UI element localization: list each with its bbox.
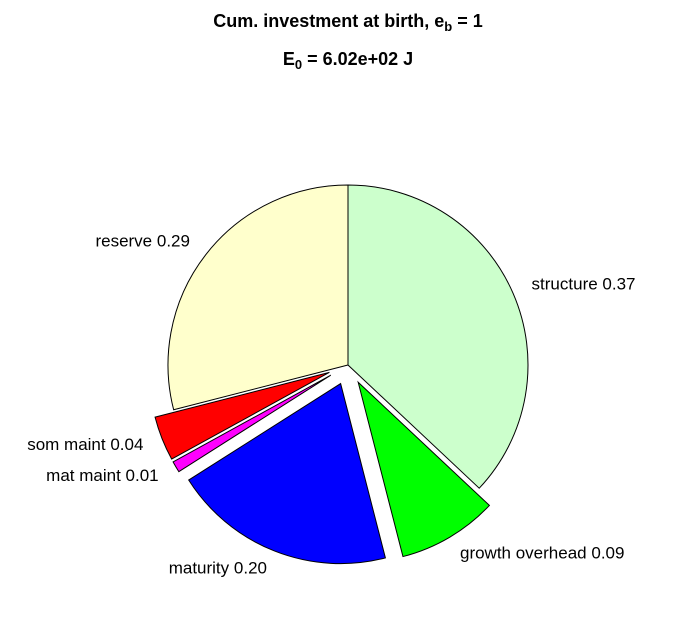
slice-label: reserve 0.29 bbox=[95, 232, 190, 251]
slice-name: mat maint bbox=[46, 466, 121, 485]
pie-slice bbox=[187, 382, 387, 565]
pie-slice bbox=[357, 380, 491, 558]
slice-label: mat maint 0.01 bbox=[46, 466, 158, 485]
title-text: = 1 bbox=[452, 11, 483, 31]
title-text: = 6.02e+02 J bbox=[302, 49, 413, 69]
pie-slice bbox=[172, 374, 332, 473]
subscript: 0 bbox=[295, 57, 302, 72]
slice-name: som maint bbox=[27, 435, 106, 454]
slice-label: som maint 0.04 bbox=[27, 435, 143, 454]
slice-value: 0.20 bbox=[234, 559, 267, 578]
slice-name: maturity bbox=[169, 559, 230, 578]
slice-label: structure 0.37 bbox=[532, 275, 636, 294]
slice-value: 0.04 bbox=[110, 435, 143, 454]
subscript: b bbox=[444, 19, 452, 34]
title-text: Cum. investment at birth, e bbox=[213, 11, 444, 31]
slice-label: maturity 0.20 bbox=[169, 559, 267, 578]
slice-value: 0.01 bbox=[126, 466, 159, 485]
pie-slice bbox=[154, 371, 330, 460]
slice-value: 0.37 bbox=[602, 275, 635, 294]
pie-slice bbox=[167, 184, 349, 411]
slice-name: reserve bbox=[95, 232, 152, 251]
slice-name: structure bbox=[532, 275, 598, 294]
slice-label: growth overhead 0.09 bbox=[460, 544, 624, 563]
chart-subtitle: E0 = 6.02e+02 J bbox=[283, 49, 413, 73]
title-text: E bbox=[283, 49, 295, 69]
slice-value: 0.29 bbox=[157, 232, 190, 251]
slice-value: 0.09 bbox=[591, 544, 624, 563]
pie-slice bbox=[347, 184, 529, 489]
chart-title: Cum. investment at birth, eb = 1 bbox=[213, 11, 483, 35]
slice-name: growth overhead bbox=[460, 544, 587, 563]
